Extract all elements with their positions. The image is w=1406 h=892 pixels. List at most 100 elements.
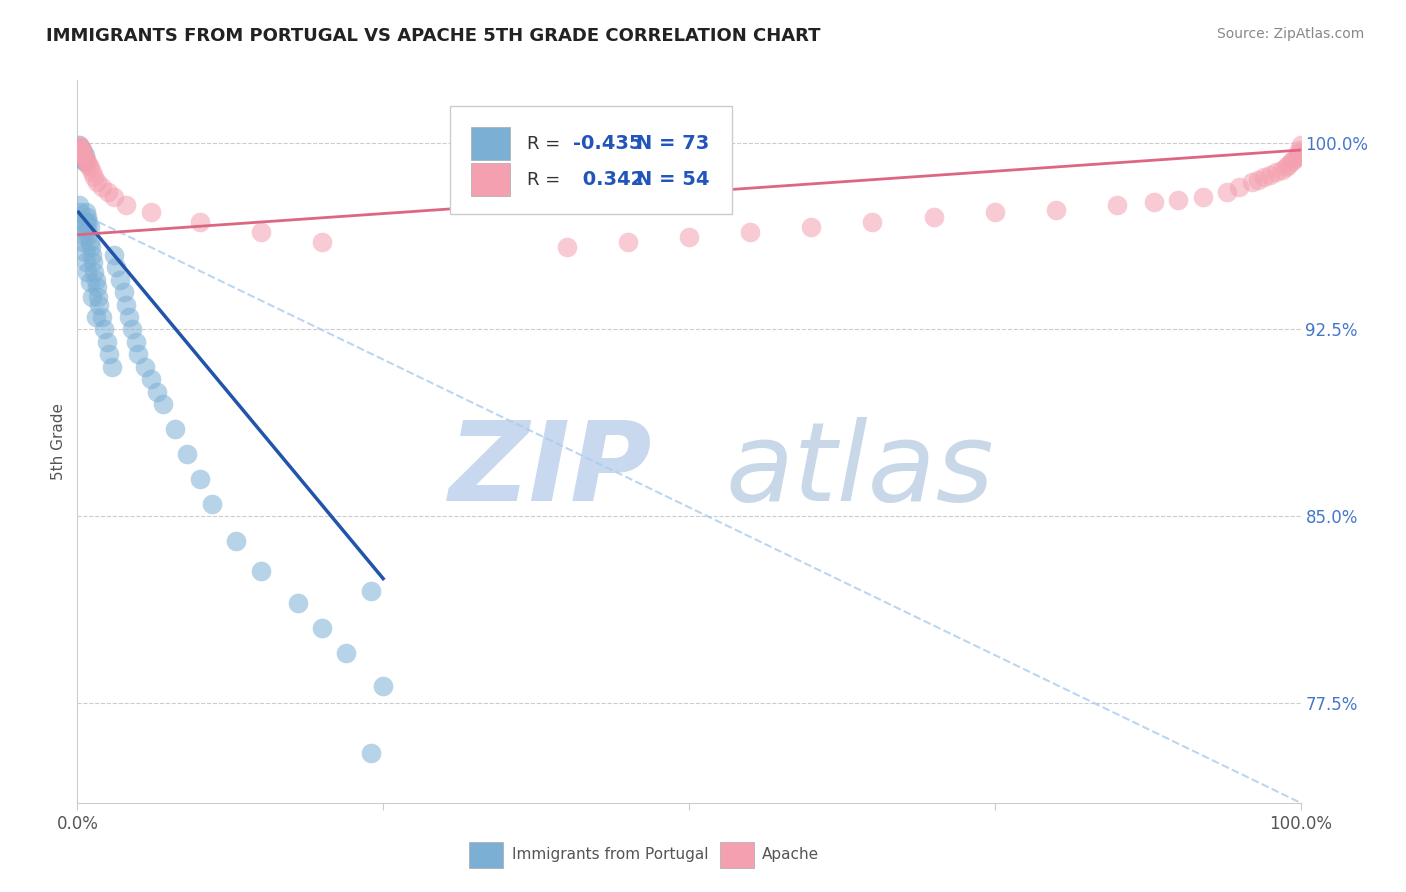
Text: IMMIGRANTS FROM PORTUGAL VS APACHE 5TH GRADE CORRELATION CHART: IMMIGRANTS FROM PORTUGAL VS APACHE 5TH G… [46,27,821,45]
Point [922,211,945,225]
Point [311,235,333,250]
Point [73,155,96,169]
Point [103,248,125,262]
Point [139,205,162,219]
FancyBboxPatch shape [450,105,731,214]
Point [188,472,211,486]
Point [1240,176,1263,190]
Point [740,225,762,239]
Point [103,190,125,204]
Point [72,153,94,167]
Point [77,215,100,229]
Point [1289,138,1312,153]
Point [105,260,128,274]
FancyBboxPatch shape [720,842,754,868]
Point [176,447,198,461]
Point [80,240,103,254]
Point [73,148,96,162]
Point [69,140,91,154]
Point [70,227,93,242]
Text: Source: ZipAtlas.com: Source: ZipAtlas.com [1216,27,1364,41]
Text: 0.342: 0.342 [576,170,645,189]
Point [108,272,131,286]
Point [72,235,94,250]
Point [617,235,640,250]
Point [1275,161,1298,175]
Point [67,138,90,153]
Point [250,225,273,239]
Point [70,140,93,154]
Point [115,297,138,311]
Text: Immigrants from Portugal: Immigrants from Portugal [512,847,709,863]
Point [79,161,101,175]
Point [1216,186,1239,200]
Point [1282,153,1305,167]
Point [139,372,162,386]
Point [1286,148,1309,162]
Point [1167,193,1189,207]
Point [79,275,101,289]
Point [225,534,247,549]
Point [360,584,382,599]
Point [146,384,169,399]
Point [311,621,333,635]
Text: R =: R = [527,170,567,188]
Point [69,143,91,157]
Point [1258,168,1281,182]
Point [678,230,700,244]
Point [984,205,1007,219]
Point [96,334,118,349]
Point [165,422,187,436]
FancyBboxPatch shape [471,128,510,160]
Point [188,215,211,229]
Point [112,285,135,299]
Point [77,158,100,172]
Point [1288,143,1310,157]
Point [70,220,93,235]
Point [371,679,394,693]
Point [80,165,103,179]
Point [84,310,107,324]
Point [1247,173,1270,187]
Point [134,359,156,374]
Y-axis label: 5th Grade: 5th Grade [51,403,66,480]
Point [73,151,96,165]
Point [80,290,103,304]
Point [1143,195,1166,210]
Point [73,153,96,167]
Point [83,170,105,185]
Point [70,151,93,165]
Text: N = 73: N = 73 [637,134,710,153]
Point [75,205,97,219]
Point [90,180,112,194]
Point [67,138,90,153]
Point [1277,158,1299,172]
Point [80,248,103,262]
Point [86,176,108,190]
Point [72,145,94,160]
Text: atlas: atlas [725,417,994,524]
Point [1107,198,1129,212]
Point [250,564,273,578]
Text: -0.435: -0.435 [572,134,643,153]
Text: R =: R = [527,135,567,153]
Point [287,597,309,611]
Point [86,280,108,294]
Point [76,265,98,279]
Point [555,240,578,254]
FancyBboxPatch shape [471,163,510,196]
Point [72,145,94,160]
Point [97,186,120,200]
Point [70,143,93,157]
Point [73,245,96,260]
Point [76,223,98,237]
Point [77,227,100,242]
Point [90,310,112,324]
Point [89,297,111,311]
Point [115,198,138,212]
Point [75,255,97,269]
Point [69,212,91,227]
Point [83,265,105,279]
Point [152,397,174,411]
Point [69,143,91,157]
